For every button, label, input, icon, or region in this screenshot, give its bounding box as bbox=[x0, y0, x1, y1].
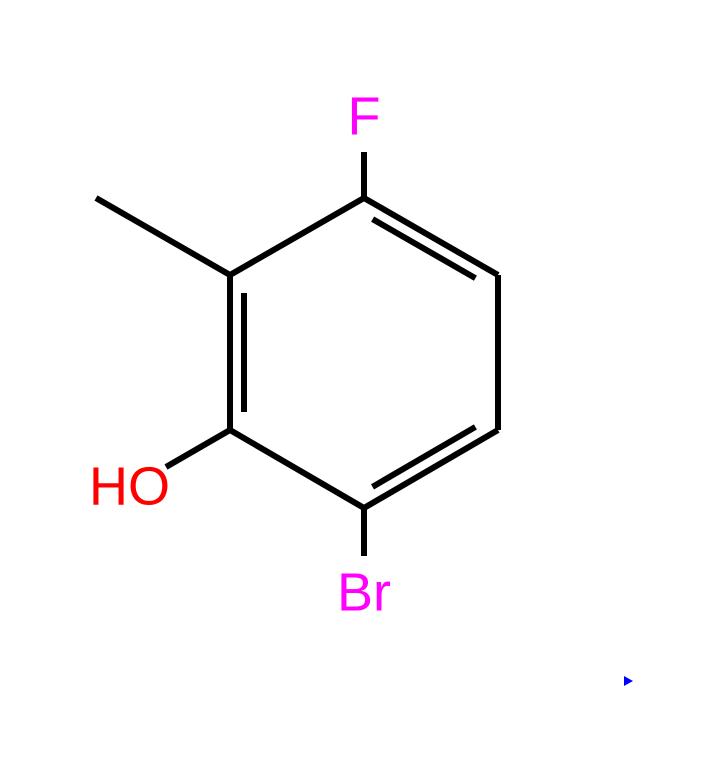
bond-c3-c4 bbox=[364, 198, 498, 275]
molecule-canvas: F Br HO bbox=[0, 0, 713, 768]
bond-c1-oh bbox=[166, 430, 230, 467]
corner-triangle-icon bbox=[624, 676, 633, 686]
bond-c5-c6-inner bbox=[373, 427, 476, 487]
bond-c5-c6 bbox=[364, 430, 498, 508]
atom-f: F bbox=[348, 86, 381, 146]
bond-c6-c1 bbox=[230, 430, 364, 508]
atom-oh: HO bbox=[89, 456, 170, 516]
bond-c2-methyl bbox=[96, 198, 230, 275]
bond-c3-c4-inner bbox=[373, 219, 476, 278]
atom-br: Br bbox=[337, 562, 391, 622]
bond-c2-c3 bbox=[230, 198, 364, 275]
